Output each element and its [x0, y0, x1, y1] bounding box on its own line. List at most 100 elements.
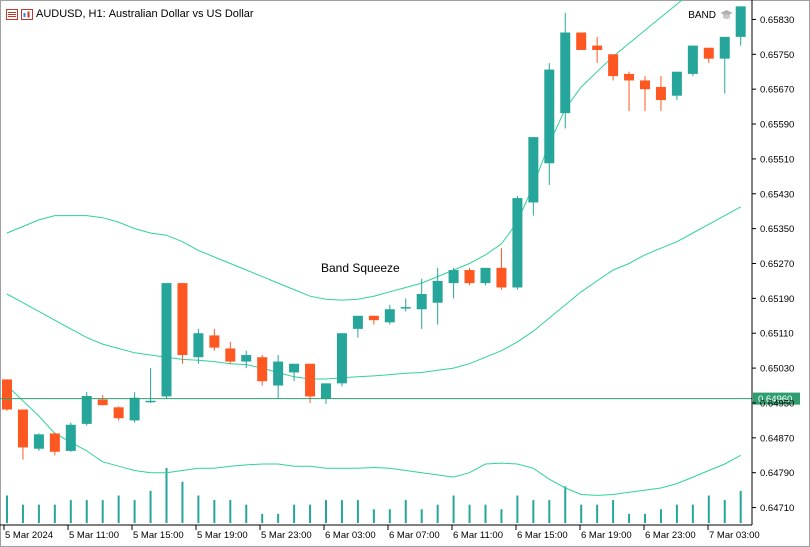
- candle-body: [129, 397, 140, 421]
- candle-body: [416, 294, 427, 310]
- candle: [655, 76, 666, 111]
- candle: [400, 298, 411, 312]
- candle: [321, 383, 331, 404]
- band-squeeze-annotation: Band Squeeze: [321, 261, 400, 275]
- candle: [352, 315, 363, 338]
- candle: [480, 267, 491, 286]
- candle: [177, 283, 188, 364]
- time-tick-label: 7 Mar 03:00: [709, 530, 760, 541]
- chart-header: AUDUSD, H1: Australian Dollar vs US Doll…: [6, 8, 254, 20]
- price-tick-label: 0.65110: [760, 329, 794, 340]
- candle: [671, 71, 682, 101]
- candle-body: [544, 69, 555, 164]
- candle: [528, 137, 539, 216]
- candle: [687, 45, 698, 77]
- indicator-name: BAND: [688, 9, 716, 21]
- candle: [624, 71, 635, 111]
- candle: [384, 304, 395, 325]
- candle-body: [432, 280, 443, 303]
- indicator-tag[interactable]: BAND: [688, 9, 733, 21]
- candle-body: [97, 399, 108, 406]
- price-tick-label: 0.65270: [760, 259, 794, 270]
- candle-body: [687, 45, 698, 74]
- candle-body: [305, 363, 316, 397]
- candle: [464, 267, 475, 286]
- upper-band-line: [6, 0, 683, 301]
- candle: [336, 333, 347, 387]
- price-tick-label: 0.64790: [760, 468, 794, 479]
- time-tick-label: 6 Mar 11:00: [453, 530, 503, 541]
- current-price-line: 0.64960: [0, 392, 800, 405]
- candle-body: [81, 395, 92, 424]
- candle: [97, 395, 108, 406]
- price-axis: 0.65830 0.65750 0.65670 0.65590 0.65510 0.654…: [751, 0, 794, 525]
- price-tick-label: 0.64710: [760, 503, 794, 514]
- candle: [448, 267, 459, 299]
- candle-body: [17, 409, 28, 448]
- candle: [273, 355, 284, 399]
- price-tick-label: 0.65190: [760, 294, 794, 305]
- candle: [241, 350, 252, 369]
- candle-body: [209, 335, 220, 348]
- candle-body: [400, 307, 411, 309]
- candle: [2, 379, 12, 411]
- candle: [544, 63, 555, 186]
- current-price-label: 0.64960: [758, 394, 792, 405]
- price-tick-label: 0.65350: [760, 224, 794, 235]
- price-tick-label: 0.65830: [760, 15, 794, 26]
- lower-band-line: [6, 385, 741, 496]
- candle: [432, 267, 443, 325]
- candle-body: [145, 400, 156, 403]
- price-tick-label: 0.65510: [760, 154, 794, 165]
- candle-body: [671, 71, 682, 96]
- candle: [512, 195, 523, 290]
- candle: [209, 328, 220, 351]
- price-tick-label: 0.65590: [760, 120, 794, 131]
- price-tick-label: 0.65030: [760, 364, 794, 375]
- candle-body: [655, 86, 666, 101]
- candle: [592, 36, 603, 64]
- time-tick-label: 6 Mar 03:00: [325, 530, 376, 541]
- time-tick-label: 5 Mar 11:00: [69, 530, 119, 541]
- price-tick-label: 0.65430: [760, 189, 794, 200]
- candle: [81, 392, 92, 426]
- candle-body: [257, 357, 268, 382]
- candle-body: [113, 407, 124, 419]
- candle-body: [177, 283, 188, 356]
- candle-body: [33, 434, 44, 449]
- chart-settings-icon[interactable]: [21, 8, 33, 20]
- current-price-box: [753, 392, 800, 405]
- graduation-cap-icon[interactable]: [720, 9, 733, 21]
- candle: [129, 392, 140, 423]
- candle: [289, 363, 300, 382]
- candle-body: [448, 270, 459, 284]
- candle-body: [496, 267, 507, 288]
- candle-body: [2, 379, 12, 410]
- candle-body: [464, 270, 475, 284]
- time-tick-label: 6 Mar 23:00: [645, 530, 696, 541]
- middle-band-line: [6, 206, 741, 380]
- price-tick-label: 0.64870: [760, 433, 794, 444]
- candle-body: [273, 361, 284, 386]
- candle: [305, 363, 316, 403]
- candle-body: [719, 36, 730, 59]
- candle-body: [735, 6, 746, 37]
- candle: [640, 76, 650, 111]
- price-tick-label: 0.64950: [760, 398, 794, 409]
- candle-body: [193, 333, 204, 358]
- candle: [719, 36, 730, 94]
- candle-body: [368, 315, 379, 321]
- volume-bars: [6, 468, 742, 523]
- time-tick-label: 5 Mar 2024: [5, 530, 53, 541]
- candle-body: [225, 348, 236, 362]
- candle-body: [640, 80, 650, 90]
- candle-body: [321, 383, 331, 399]
- list-icon[interactable]: [6, 8, 18, 20]
- candle: [608, 54, 619, 81]
- candle: [161, 283, 172, 399]
- time-tick-label: 5 Mar 19:00: [197, 530, 248, 541]
- candle: [145, 368, 156, 403]
- candle: [49, 432, 60, 456]
- candle-body: [528, 137, 539, 203]
